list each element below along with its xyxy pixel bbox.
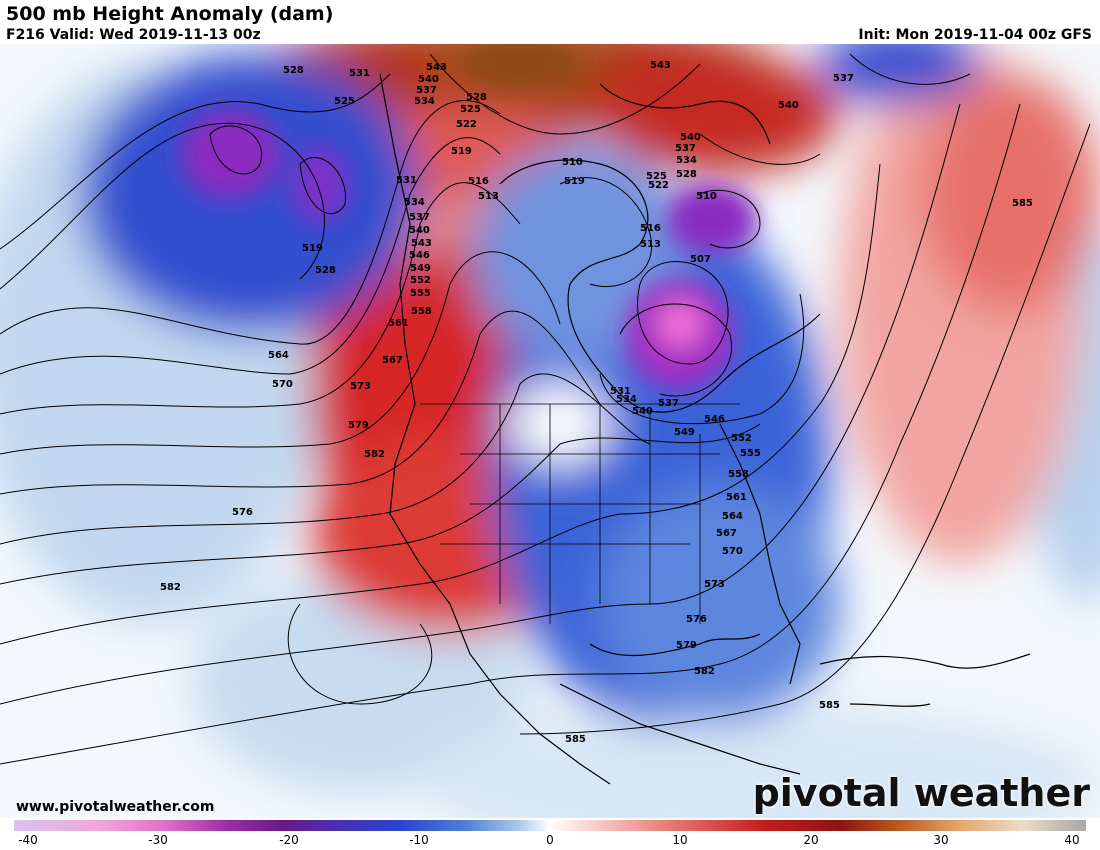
contour-label: 543 [426, 62, 447, 73]
coastlines [379, 73, 1031, 785]
contour-label: 534 [616, 394, 637, 405]
contour-label: 534 [414, 96, 435, 107]
contour-label: 552 [410, 275, 431, 286]
contour-label: 552 [731, 433, 752, 444]
contour-label: 540 [632, 406, 653, 417]
contour-label: 570 [272, 379, 293, 390]
contour-label: 525 [334, 96, 355, 107]
contour-label: 531 [349, 68, 370, 79]
anomaly-map: 528 531 543 540 537 534 525 528 525 522 … [0, 44, 1100, 818]
contour-label: 546 [704, 414, 725, 425]
contour-label: 549 [410, 263, 431, 274]
contour-label: 585 [1012, 198, 1033, 209]
contour-label: 534 [404, 197, 425, 208]
contour-label: 531 [610, 386, 631, 397]
contour-label: 582 [160, 582, 181, 593]
contour-label: 522 [456, 119, 477, 130]
contour-label: 564 [268, 350, 289, 361]
contour-label: 537 [675, 143, 696, 154]
contour-label: 579 [676, 640, 697, 651]
contour-label: 537 [833, 73, 854, 84]
contour-label: 546 [409, 250, 430, 261]
contour-label: 573 [350, 381, 371, 392]
brand-logo: pivotal weather [752, 771, 1090, 815]
website-url: www.pivotalweather.com [16, 799, 215, 815]
contour-label: 555 [410, 288, 431, 299]
contour-label: 516 [468, 176, 489, 187]
contour-label: 513 [478, 191, 499, 202]
contour-label: 510 [696, 191, 717, 202]
contour-label: 582 [694, 666, 715, 677]
contour-label: 525 [460, 104, 481, 115]
contour-label: 537 [409, 212, 430, 223]
contour-label: 537 [416, 85, 437, 96]
height-contours [0, 53, 1091, 765]
anomaly-cores [180, 44, 757, 389]
contour-label: 579 [348, 420, 369, 431]
contour-label: 528 [315, 265, 336, 276]
contour-label: 561 [726, 492, 747, 503]
contour-label: 549 [674, 427, 695, 438]
colorbar-tick: -40 [18, 833, 38, 847]
contour-label: 540 [409, 225, 430, 236]
colorbar-tick: 20 [803, 833, 819, 847]
contour-label: 567 [382, 355, 403, 366]
colorbar-ticks: -40 -30 -20 -10 0 10 20 30 40 [0, 833, 1100, 849]
contour-label: 558 [728, 469, 749, 480]
colorbar [14, 820, 1086, 831]
contour-label: 573 [704, 579, 725, 590]
contour-label: 534 [676, 155, 697, 166]
contour-label: 519 [564, 176, 585, 187]
contour-label: 585 [565, 734, 586, 745]
map-title: 500 mb Height Anomaly (dam) [6, 3, 334, 25]
colorbar-tick: -20 [279, 833, 299, 847]
contour-label: 585 [819, 700, 840, 711]
colorbar-tick: -30 [148, 833, 168, 847]
map-canvas: 528 531 543 540 537 534 525 528 525 522 … [0, 44, 1100, 818]
state-borders [420, 403, 740, 624]
contour-label: 561 [388, 318, 409, 329]
contour-label: 567 [716, 528, 737, 539]
contour-label: 540 [778, 100, 799, 111]
colorbar-tick: 30 [933, 833, 949, 847]
contour-label-group: 528 531 543 540 537 534 525 528 525 522 … [160, 60, 1033, 745]
contour-label: 543 [411, 238, 432, 249]
contour-label: 558 [411, 306, 432, 317]
contour-label: 555 [740, 448, 761, 459]
contour-label: 576 [686, 614, 707, 625]
contour-label: 522 [648, 180, 669, 191]
contour-label: 510 [562, 157, 583, 168]
contour-label: 507 [690, 254, 711, 265]
colorbar-tick: 0 [546, 833, 554, 847]
contour-label: 537 [658, 398, 679, 409]
colorbar-tick: 10 [672, 833, 688, 847]
colorbar-tick: -10 [409, 833, 429, 847]
contour-label: 540 [680, 132, 701, 143]
colorbar-tick: 40 [1064, 833, 1080, 847]
valid-time: F216 Valid: Wed 2019-11-13 00z [6, 27, 261, 43]
contour-label: 516 [640, 223, 661, 234]
contour-label: 540 [418, 74, 439, 85]
contour-label: 513 [640, 239, 661, 250]
contour-label: 528 [283, 65, 304, 76]
contour-label: 528 [676, 169, 697, 180]
contour-label: 528 [466, 92, 487, 103]
colorbar-svg [14, 820, 1086, 831]
contour-label: 519 [302, 243, 323, 254]
anomaly-shading [0, 44, 1100, 818]
contour-label: 576 [232, 507, 253, 518]
contour-label: 531 [396, 175, 417, 186]
init-time: Init: Mon 2019-11-04 00z GFS [858, 27, 1092, 43]
colorbar-gradient [14, 820, 1086, 831]
contour-label: 525 [646, 171, 667, 182]
contour-label: 543 [650, 60, 671, 71]
contour-label: 570 [722, 546, 743, 557]
contour-label: 564 [722, 511, 743, 522]
contour-label: 582 [364, 449, 385, 460]
contour-label: 519 [451, 146, 472, 157]
